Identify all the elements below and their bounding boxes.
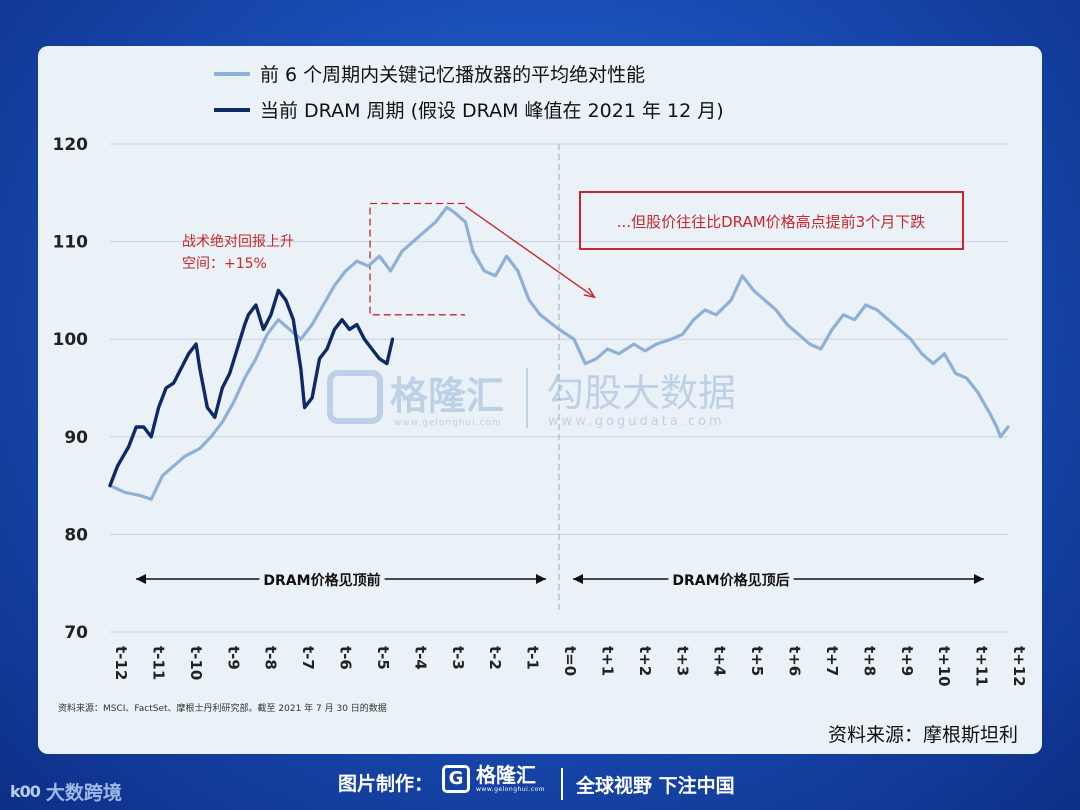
x-tick-label: t+7 bbox=[823, 646, 841, 676]
y-tick-label: 90 bbox=[64, 428, 88, 448]
x-tick-label: t=0 bbox=[561, 646, 579, 676]
watermark-logo-icon bbox=[327, 370, 383, 424]
range-label-bg bbox=[259, 571, 385, 590]
chart-card: 120 110 100 90 80 70 t-12 t-11 t-10 t-9 t-8 t-7 t-6… bbox=[38, 46, 1042, 754]
dashu-logo-icon: k00 bbox=[10, 782, 41, 801]
gelonghui-logo: G 格隆汇 www.gelonghui.com bbox=[442, 764, 545, 794]
upside-label-line2: 空间：+15% bbox=[182, 256, 267, 272]
watermark-gelonghui-url: www.gelonghui.com bbox=[394, 418, 502, 428]
source-note: 资料来源：MSCI、FactSet、摩根士丹利研究部。截至 2021 年 7 月… bbox=[58, 704, 387, 714]
y-tick-label: 120 bbox=[53, 135, 89, 155]
decline-arrow bbox=[465, 205, 595, 298]
legend-label: 前 6 个周期内关键记忆播放器的平均绝对性能 bbox=[260, 64, 645, 86]
x-tick-label: t-4 bbox=[411, 646, 429, 670]
x-tick-label: t+6 bbox=[786, 646, 804, 676]
x-tick-label: t-10 bbox=[187, 646, 205, 680]
x-tick-label: t+2 bbox=[636, 646, 654, 676]
x-tick-label: t+4 bbox=[711, 646, 729, 676]
x-tick-label: t-3 bbox=[449, 646, 467, 670]
made-by-label: 图片制作： bbox=[338, 773, 434, 795]
x-tick-label: t-11 bbox=[149, 646, 167, 680]
gelonghui-url: www.gelonghui.com bbox=[476, 786, 546, 793]
series-line-current-dram bbox=[108, 288, 395, 488]
x-tick-label: t+5 bbox=[748, 646, 766, 676]
y-tick-label: 100 bbox=[53, 330, 89, 350]
watermark-gogudata: 勾股大数据 bbox=[546, 371, 736, 415]
x-tick-label: t-8 bbox=[262, 646, 280, 670]
callout-box bbox=[579, 191, 964, 250]
x-tick-label: t+1 bbox=[598, 646, 616, 676]
bottom-divider bbox=[561, 768, 563, 800]
watermark-gelonghui: 格隆汇 bbox=[390, 374, 504, 418]
chart-svg: 120 110 100 90 80 70 t-12 t-11 t-10 t-9 t-8 t-7 t-6… bbox=[53, 64, 1029, 687]
x-tick-label: t+11 bbox=[973, 646, 991, 687]
gelonghui-name: 格隆汇 bbox=[476, 763, 536, 787]
legend-label: 当前 DRAM 周期 (假设 DRAM 峰值在 2021 年 12 月) bbox=[260, 100, 724, 122]
slogan: 全球视野 下注中国 bbox=[576, 775, 735, 797]
before-peak-range-head-right bbox=[536, 574, 546, 584]
bottom-bar: k00 大数跨境 图片制作： G 格隆汇 www.gelonghui.com 全… bbox=[0, 760, 1080, 810]
decline-arrowhead bbox=[583, 287, 597, 299]
y-tick-label: 110 bbox=[53, 233, 89, 253]
before-peak-range-head-left bbox=[136, 574, 146, 584]
range-label-bg bbox=[668, 571, 794, 590]
y-tick-label: 70 bbox=[64, 623, 88, 643]
after-peak-label: DRAM价格见顶后 bbox=[672, 572, 789, 589]
gelonghui-logo-icon: G bbox=[442, 765, 470, 793]
series-line-avg-past-cycles bbox=[108, 205, 1010, 501]
x-tick-label: t-7 bbox=[299, 646, 317, 670]
x-tick-label: t-9 bbox=[224, 646, 242, 670]
x-tick-label: t-5 bbox=[374, 646, 392, 670]
x-tick-label: t-12 bbox=[112, 646, 130, 680]
x-tick-label: t-1 bbox=[524, 646, 542, 670]
x-tick-label: t+12 bbox=[1010, 646, 1028, 687]
callout-text: ...但股价往往比DRAM价格高点提前3个月下跌 bbox=[617, 213, 925, 231]
x-tick-label: t+10 bbox=[935, 646, 953, 687]
y-tick-label: 80 bbox=[64, 525, 88, 545]
x-tick-label: t-2 bbox=[486, 646, 504, 670]
x-tick-label: t-6 bbox=[337, 646, 355, 670]
after-peak-range-head-left bbox=[573, 574, 583, 584]
x-tick-label: t+8 bbox=[860, 646, 878, 676]
upside-label-line1: 战术绝对回报上升 bbox=[182, 234, 294, 250]
x-tick-label: t+9 bbox=[898, 646, 916, 676]
watermark-gogudata-url: www.gogudata.com bbox=[548, 414, 725, 429]
dashu-kuajing-logo: k00 大数跨境 bbox=[10, 778, 122, 805]
before-peak-label: DRAM价格见顶前 bbox=[263, 572, 380, 589]
credit-text: 资料来源：摩根斯坦利 bbox=[827, 724, 1018, 746]
upside-bracket bbox=[369, 202, 466, 316]
after-peak-range-head-right bbox=[974, 574, 984, 584]
x-tick-label: t+3 bbox=[673, 646, 691, 676]
dashu-logo-text: 大数跨境 bbox=[45, 782, 122, 804]
